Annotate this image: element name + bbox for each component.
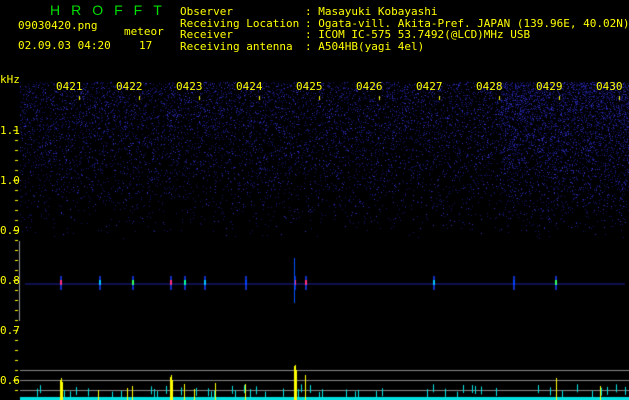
time-label: 0425	[296, 80, 323, 93]
y-tick: 0.9	[0, 224, 20, 237]
time-label: 0430	[596, 80, 623, 93]
time-label: 0427	[416, 80, 443, 93]
time-label: 0422	[116, 80, 143, 93]
info-receiver: Receiver: ICOM IC-575 53.7492(@LCD)MHz U…	[180, 28, 531, 41]
time-label: 0429	[536, 80, 563, 93]
y-unit: kHz	[0, 73, 20, 86]
app-title: HROFFT	[50, 2, 173, 18]
y-tick: 0.7	[0, 324, 20, 337]
time-label: 0423	[176, 80, 203, 93]
y-tick: 0.6	[0, 374, 20, 387]
time-label: 0424	[236, 80, 263, 93]
y-tick: 0.8	[0, 274, 20, 287]
y-tick: 1.0	[0, 174, 20, 187]
meteor-count: 17	[139, 39, 153, 52]
file-name: 09030420.png	[18, 19, 98, 32]
time-label: 0426	[356, 80, 383, 93]
time-label: 0428	[476, 80, 503, 93]
meteor-label: meteor	[124, 25, 164, 38]
time-label: 0421	[56, 80, 83, 93]
info-location: Receiving Location: Ogata-vill. Akita-Pr…	[180, 17, 629, 30]
y-tick: 1.1	[0, 124, 20, 137]
datetime: 02.09.03 04:20	[18, 39, 111, 52]
info-antenna: Receiving antenna: A504HB(yagi 4el)	[180, 40, 425, 53]
info-observer: Observer: Masayuki Kobayashi	[180, 5, 438, 18]
